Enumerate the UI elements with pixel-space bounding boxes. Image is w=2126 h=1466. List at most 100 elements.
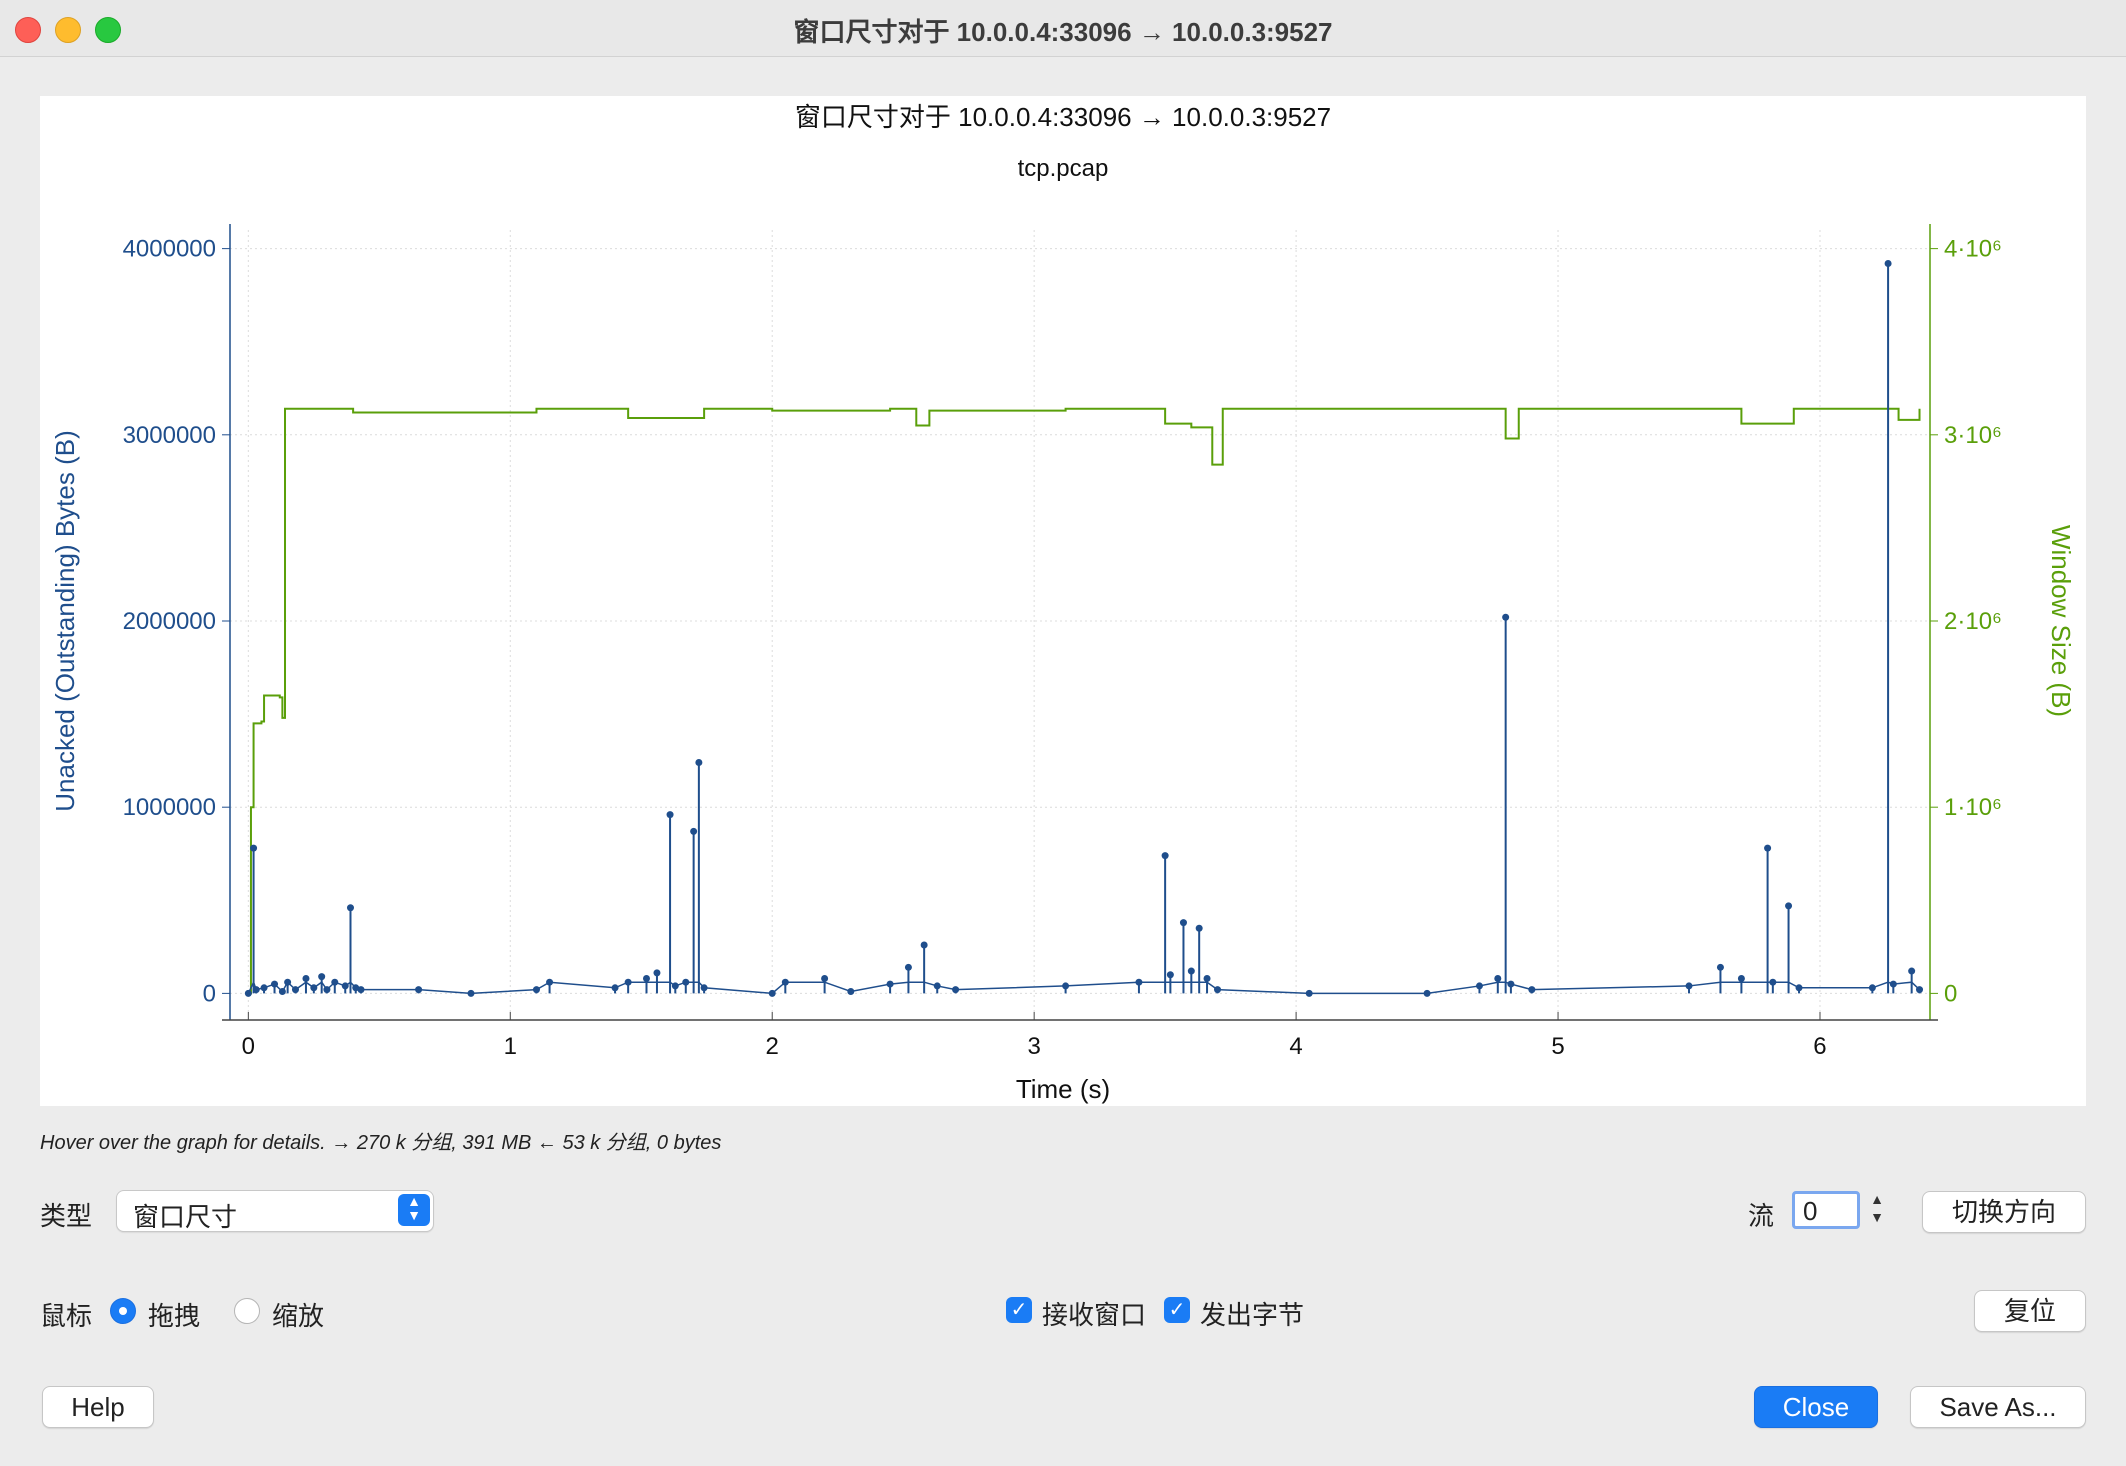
unacked-point — [1475, 982, 1483, 990]
unacked-point — [1795, 984, 1803, 992]
y-left-axis-label: Unacked (Outstanding) Bytes (B) — [50, 430, 80, 812]
unacked-point — [346, 904, 354, 912]
x-tick-label: 1 — [504, 1033, 517, 1060]
unacked-point — [1179, 919, 1187, 927]
graph-type-select[interactable]: 窗口尺寸 ▲ ▼ — [116, 1190, 434, 1232]
unacked-point — [933, 982, 941, 990]
unacked-point — [1908, 967, 1916, 975]
unacked-point — [1214, 986, 1222, 994]
bytes-out-checkbox[interactable]: ✓ — [1164, 1297, 1190, 1323]
stepper-up-icon[interactable]: ▲ — [1870, 1191, 1884, 1207]
unacked-point — [1868, 984, 1876, 992]
close-window-icon[interactable] — [15, 17, 41, 43]
zoom-radio[interactable] — [234, 1298, 260, 1324]
y-left-tick-label: 0 — [203, 980, 216, 1007]
unacked-point — [1305, 989, 1313, 997]
reset-button[interactable]: 复位 — [1974, 1290, 2086, 1332]
unacked-point — [260, 984, 268, 992]
unacked-point — [642, 974, 650, 982]
unacked-point — [1494, 974, 1502, 982]
unacked-point — [331, 978, 339, 986]
y-left-tick-label: 3000000 — [123, 422, 216, 449]
y-right-axis-label: Window Size (B) — [2046, 525, 2076, 717]
unacked-point — [467, 989, 475, 997]
unacked-point — [611, 984, 619, 992]
unacked-point — [1507, 980, 1515, 988]
mouse-label: 鼠标 — [40, 1301, 93, 1331]
hover-hint-text: Hover over the graph for details. → 270 … — [40, 1132, 722, 1154]
stream-label: 流 — [1748, 1201, 1775, 1231]
unacked-point — [302, 974, 310, 982]
unacked-point — [1187, 967, 1195, 975]
zoom-radio-label[interactable]: 缩放 — [272, 1301, 325, 1331]
unacked-point — [695, 759, 703, 767]
unacked-point — [323, 986, 331, 994]
unacked-point — [904, 963, 912, 971]
unacked-point — [690, 827, 698, 835]
x-tick-label: 2 — [766, 1033, 779, 1060]
title-bar: 窗口尺寸对于 10.0.0.4:33096 → 10.0.0.3:9527 — [0, 0, 2126, 57]
save-as-button[interactable]: Save As... — [1910, 1386, 2086, 1428]
unacked-point — [682, 978, 690, 986]
unacked-point — [250, 844, 258, 852]
unacked-point — [1716, 963, 1724, 971]
y-left-tick-label: 2000000 — [123, 608, 216, 635]
unacked-point — [357, 986, 365, 994]
unacked-point — [278, 988, 286, 996]
unacked-point — [1166, 971, 1174, 979]
tcp-graph-chart[interactable]: 窗口尺寸对于 10.0.0.4:33096 → 10.0.0.3:9527 tcp… — [40, 96, 2086, 1106]
stream-number-input[interactable]: 0 — [1792, 1191, 1860, 1229]
x-axis-label: Time (s) — [1016, 1074, 1110, 1104]
y-right-tick-label: 0 — [1944, 980, 1957, 1007]
zoom-window-icon[interactable] — [95, 17, 121, 43]
unacked-point — [700, 984, 708, 992]
graph-plot-area[interactable]: 窗口尺寸对于 10.0.0.4:33096 → 10.0.0.3:9527 tcp… — [40, 96, 2086, 1106]
recv-window-label[interactable]: 接收窗口 — [1042, 1300, 1147, 1330]
unacked-point — [271, 980, 279, 988]
unacked-point — [284, 978, 292, 986]
unacked-point — [768, 989, 776, 997]
unacked-point — [1195, 924, 1203, 932]
unacked-point — [1161, 852, 1169, 860]
recv-window-checkbox[interactable]: ✓ — [1006, 1297, 1032, 1323]
y-right-tick-label: 4·10⁶ — [1944, 236, 2002, 263]
minimize-window-icon[interactable] — [55, 17, 81, 43]
select-stepper-icon: ▲ ▼ — [398, 1194, 430, 1226]
chart-subtitle: tcp.pcap — [1018, 155, 1109, 182]
switch-direction-button[interactable]: 切换方向 — [1922, 1191, 2086, 1233]
unacked-point — [1502, 613, 1510, 621]
unacked-point — [1769, 978, 1777, 986]
drag-radio-label[interactable]: 拖拽 — [148, 1301, 201, 1331]
unacked-point — [666, 811, 674, 819]
unacked-point — [1423, 989, 1431, 997]
unacked-point — [318, 973, 326, 981]
close-button[interactable]: Close — [1754, 1386, 1878, 1428]
x-tick-label: 4 — [1289, 1033, 1302, 1060]
unacked-point — [310, 984, 318, 992]
unacked-point — [1062, 982, 1070, 990]
chart-title: 窗口尺寸对于 10.0.0.4:33096 → 10.0.0.3:9527 — [795, 102, 1331, 132]
unacked-series-baseline — [247, 980, 1921, 995]
unacked-point — [952, 986, 960, 994]
bytes-out-label[interactable]: 发出字节 — [1200, 1300, 1305, 1330]
stepper-down-icon[interactable]: ▼ — [1870, 1209, 1884, 1225]
drag-radio[interactable] — [110, 1298, 136, 1324]
unacked-point — [1737, 974, 1745, 982]
unacked-point — [1764, 844, 1772, 852]
unacked-point — [1884, 260, 1892, 268]
unacked-point — [847, 988, 855, 996]
unacked-point — [1916, 986, 1924, 994]
stream-stepper[interactable]: ▲ ▼ — [1866, 1190, 1888, 1230]
unacked-point — [532, 986, 540, 994]
unacked-point — [1203, 974, 1211, 982]
unacked-point — [1528, 986, 1536, 994]
unacked-point — [341, 982, 349, 990]
unacked-point — [624, 978, 632, 986]
unacked-point — [1889, 980, 1897, 988]
y-right-tick-label: 1·10⁶ — [1944, 794, 2002, 821]
unacked-point — [244, 989, 252, 997]
help-button[interactable]: Help — [42, 1386, 154, 1428]
x-tick-label: 3 — [1027, 1033, 1040, 1060]
y-left-tick-label: 1000000 — [123, 794, 216, 821]
